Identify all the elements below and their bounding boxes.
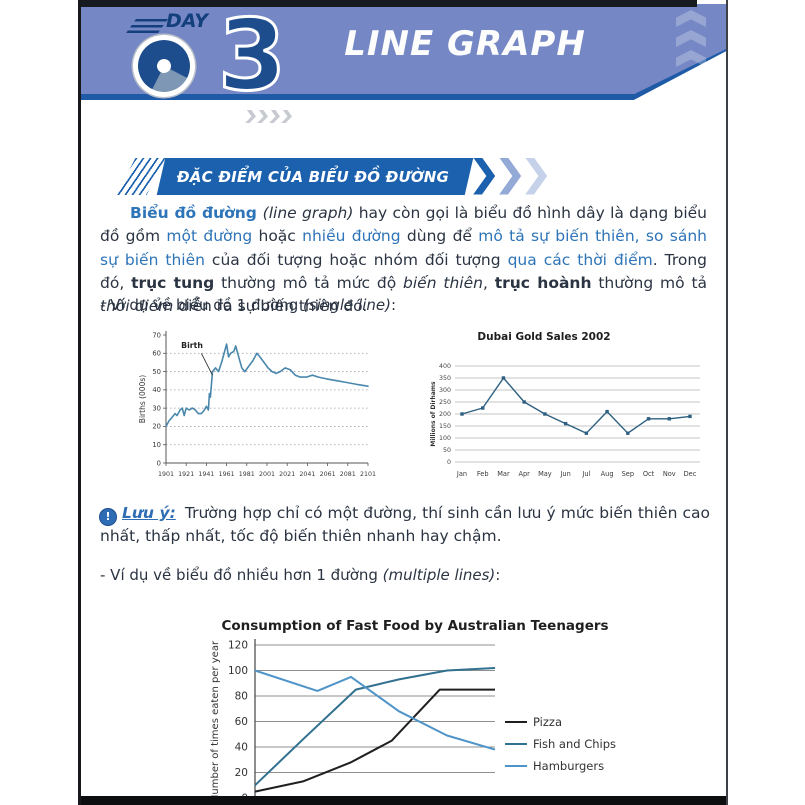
svg-text:100: 100 [439, 435, 451, 442]
svg-text:May: May [538, 470, 552, 478]
chevrons-right-icon [245, 110, 293, 123]
svg-text:40: 40 [152, 386, 161, 394]
page-left-border [78, 0, 81, 805]
chevron-right-icon [473, 157, 496, 195]
page-content: LINE GRAPH DAY 3 ĐẶC ĐIỂM CỦA BIỂU ĐỒ ĐƯ… [78, 0, 728, 805]
svg-text:Jun: Jun [559, 470, 570, 478]
chevron-right-icon [525, 157, 548, 195]
page-right-border [726, 0, 728, 805]
svg-text:Dubai Gold Sales 2002: Dubai Gold Sales 2002 [477, 331, 610, 343]
section-header: ĐẶC ĐIỂM CỦA BIỂU ĐỒ ĐƯỜNG [116, 156, 548, 196]
svg-text:Dec: Dec [684, 470, 697, 478]
dubai-gold-sales-chart: Dubai Gold Sales 2002 0 50 100 150 200 250 300 3… [426, 322, 721, 492]
svg-text:Fish and Chips: Fish and Chips [533, 737, 616, 751]
fastfood-consumption-chart: Consumption of Fast Food by Australian T… [200, 606, 645, 805]
svg-text:Mar: Mar [497, 470, 510, 478]
section-title-banner: ĐẶC ĐIỂM CỦA BIỂU ĐỒ ĐƯỜNG [156, 157, 474, 195]
svg-text:1941: 1941 [198, 471, 214, 478]
svg-text:20: 20 [235, 767, 248, 779]
note-text: Trường hợp chỉ có một đường, thí sinh cầ… [100, 504, 710, 546]
term-line-graph: Biểu đồ đường [130, 204, 263, 222]
svg-text:350: 350 [439, 375, 451, 382]
note-label: Lưu ý: [122, 504, 176, 522]
bottom-bar [78, 796, 728, 805]
top-bar [78, 0, 697, 7]
note-block: ! Lưu ý: Trường hợp chỉ có một đường, thí… [100, 502, 710, 549]
births-line-chart: 0 10 20 30 40 50 60 70 1901 1921 1941 1961 1981 2001 2… [136, 320, 386, 494]
svg-text:120: 120 [228, 640, 248, 652]
svg-text:1921: 1921 [178, 471, 194, 478]
svg-text:80: 80 [235, 691, 248, 703]
svg-text:1961: 1961 [219, 471, 235, 478]
intro-paragraph: Biểu đồ đường (line graph) hay còn gọi l… [100, 204, 708, 315]
svg-text:Pizza: Pizza [533, 715, 562, 729]
svg-text:200: 200 [439, 411, 451, 418]
svg-text:2081: 2081 [340, 471, 356, 478]
svg-text:1981: 1981 [239, 471, 255, 478]
chevron-right-icon [499, 157, 522, 195]
svg-text:Aug: Aug [601, 470, 614, 478]
svg-text:Birth: Birth [181, 341, 203, 350]
svg-text:2101: 2101 [360, 471, 376, 478]
day-03-logo: DAY 3 [102, 0, 293, 137]
svg-text:400: 400 [439, 363, 451, 370]
svg-text:50: 50 [443, 447, 451, 454]
svg-text:Feb: Feb [477, 470, 489, 478]
day-digit: 3 [216, 0, 287, 113]
svg-text:Jan: Jan [456, 470, 467, 478]
svg-text:2021: 2021 [279, 471, 295, 478]
svg-text:1901: 1901 [158, 471, 174, 478]
svg-text:250: 250 [439, 399, 451, 406]
births-chart-svg: 0 10 20 30 40 50 60 70 1901 1921 1941 1961 1981 2001 2… [138, 331, 376, 478]
svg-text:Nov: Nov [663, 470, 676, 478]
svg-text:Hamburgers: Hamburgers [533, 759, 604, 773]
svg-text:2061: 2061 [320, 471, 336, 478]
example-multiple-lines-label: - Ví dụ về biểu đồ nhiều hơn 1 đường (mu… [100, 566, 501, 584]
svg-text:Apr: Apr [518, 470, 530, 478]
svg-text:100: 100 [228, 665, 248, 677]
svg-text:2041: 2041 [299, 471, 315, 478]
svg-text:70: 70 [152, 331, 161, 339]
svg-text:Number of times eaten per year: Number of times eaten per year [210, 640, 221, 802]
svg-text:Births (000s): Births (000s) [138, 375, 147, 423]
day-zero-ring-icon [131, 33, 197, 99]
svg-text:300: 300 [439, 387, 451, 394]
example-single-line-label: - Ví dụ về biểu đồ 1 đường (single line)… [100, 296, 397, 314]
svg-text:Oct: Oct [643, 470, 655, 478]
svg-text:30: 30 [152, 404, 161, 412]
chevrons-up-icon [676, 10, 706, 70]
svg-text:40: 40 [235, 742, 248, 754]
svg-text:50: 50 [152, 368, 161, 376]
svg-text:60: 60 [235, 716, 248, 728]
fastfood-chart-svg: Consumption of Fast Food by Australian T… [210, 618, 616, 805]
page-title: LINE GRAPH [344, 24, 586, 64]
svg-text:Jul: Jul [581, 470, 590, 478]
speed-lines-icon [124, 19, 168, 36]
svg-text:20: 20 [152, 423, 161, 431]
section-title: ĐẶC ĐIỂM CỦA BIỂU ĐỒ ĐƯỜNG [176, 167, 450, 186]
exclamation-circle-icon: ! [100, 509, 116, 526]
svg-text:60: 60 [152, 350, 161, 358]
day-label: DAY [166, 10, 209, 32]
dubai-chart-svg: Dubai Gold Sales 2002 0 50 100 150 200 250 300 3… [430, 331, 700, 478]
svg-text:Consumption of Fast Food by Au: Consumption of Fast Food by Australian T… [221, 618, 608, 634]
svg-text:0: 0 [447, 459, 451, 466]
svg-text:0: 0 [157, 459, 161, 467]
svg-text:Millions of Dirhams: Millions of Dirhams [430, 381, 437, 447]
svg-text:10: 10 [152, 441, 161, 449]
svg-text:150: 150 [439, 423, 451, 430]
svg-text:Sep: Sep [622, 470, 634, 478]
svg-text:2001: 2001 [259, 471, 275, 478]
